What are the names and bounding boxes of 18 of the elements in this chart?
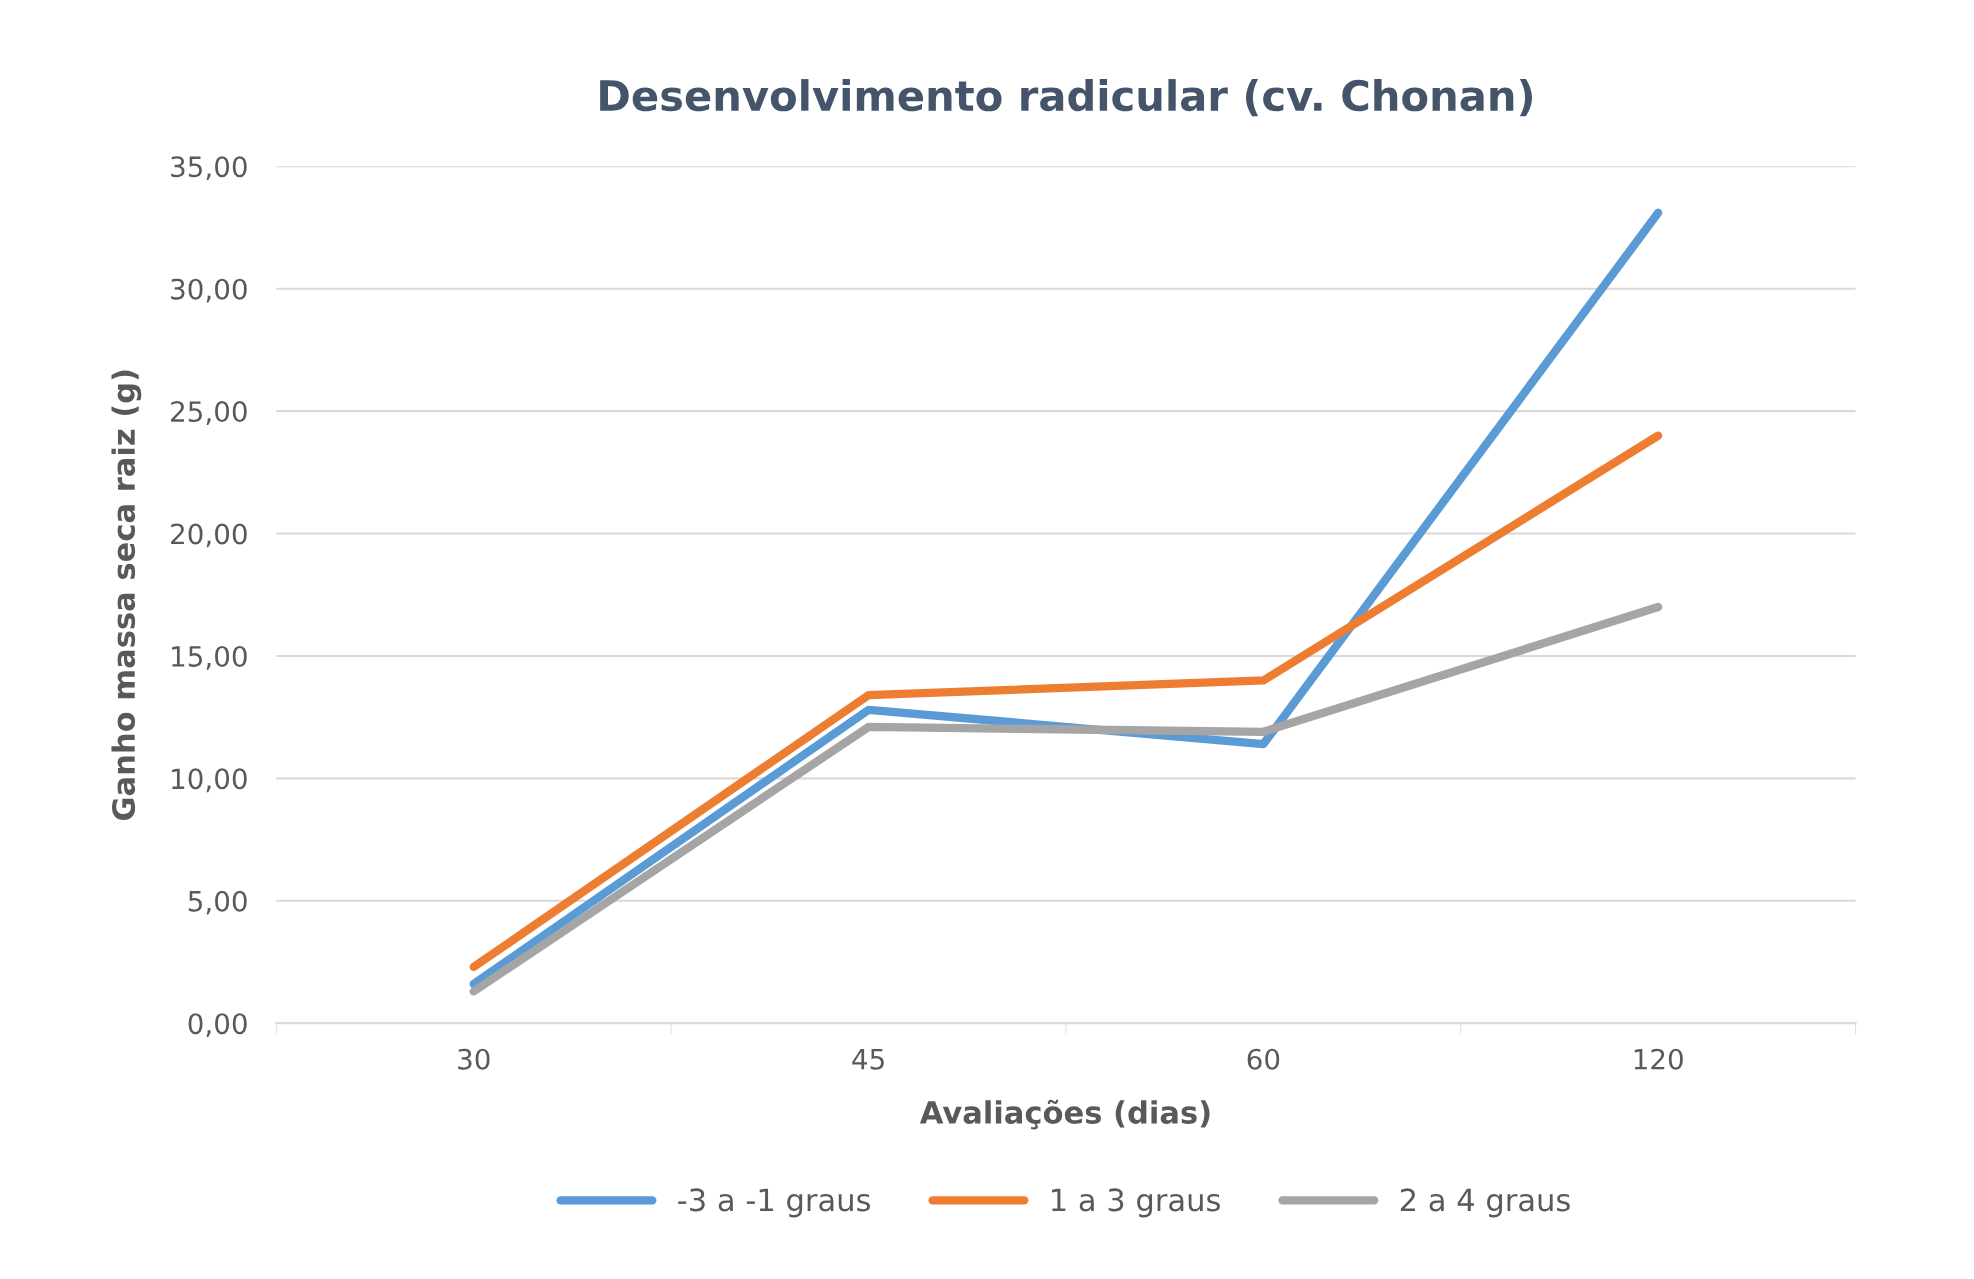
y-axis-title: Ganho massa seca raiz (g) — [111, 370, 142, 821]
y-tick-label: 35,00 — [171, 156, 247, 181]
y-tick-label: 15,00 — [172, 645, 247, 670]
y-tick-label: 5,00 — [188, 890, 247, 915]
y-tick-label: 0,00 — [188, 1013, 247, 1037]
legend-label: 1 a 3 graus — [1052, 1188, 1220, 1218]
x-tick-label: 45 — [852, 1049, 884, 1070]
chart-title: Desenvolvimento radicular (cv. Chonan) — [600, 79, 1533, 117]
x-tick-label: 120 — [1634, 1048, 1683, 1070]
y-tick-label: 20,00 — [171, 523, 247, 548]
y-tick-label: 30,00 — [171, 278, 247, 303]
y-tick-label: 10,00 — [172, 768, 247, 793]
x-tick-label: 30 — [458, 1048, 490, 1070]
legend-label: 2 a 4 graus — [1400, 1188, 1570, 1218]
x-tick-label: 60 — [1247, 1048, 1280, 1070]
x-axis-title: Avaliações (dias) — [919, 1099, 1210, 1130]
y-tick-label: 25,00 — [171, 401, 247, 425]
legend-label: -3 a -1 graus — [678, 1188, 870, 1218]
